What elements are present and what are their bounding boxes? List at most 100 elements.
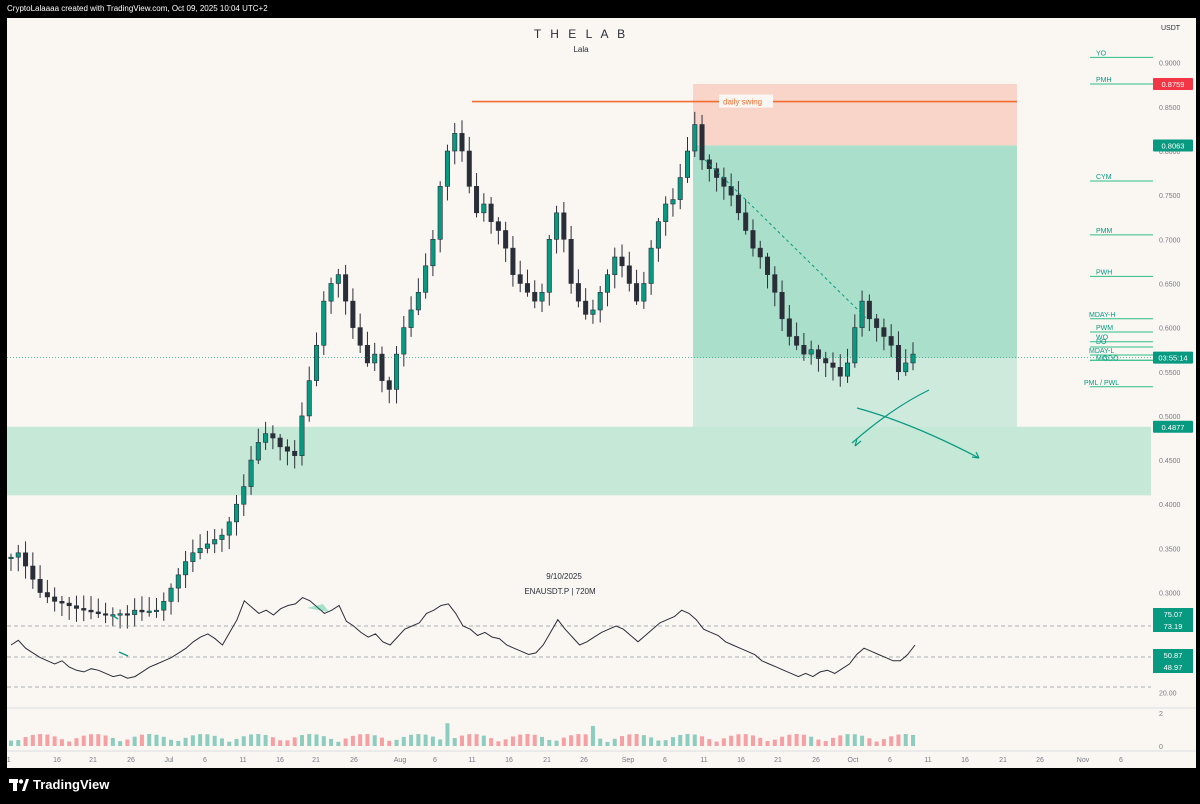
candle-body xyxy=(597,291,603,311)
volume-bar xyxy=(780,736,785,746)
x-tick-label: 11 xyxy=(239,757,246,764)
stop-zone xyxy=(693,84,1017,146)
candle-body xyxy=(117,613,123,616)
y-tick-label: 0.8000 xyxy=(1159,149,1181,156)
volume-bar xyxy=(561,737,566,746)
candle-body xyxy=(466,150,472,187)
candle-body xyxy=(314,344,320,381)
candle-body xyxy=(866,300,872,320)
x-tick-label: 6 xyxy=(433,757,437,764)
volume-bar xyxy=(307,734,312,746)
volume-bar xyxy=(16,740,21,746)
candle-body xyxy=(306,380,312,417)
chart-watermark-date: 9/10/2025 xyxy=(546,572,582,581)
volume-bar xyxy=(59,739,64,746)
volume-bar xyxy=(190,735,195,746)
volume-bar xyxy=(867,738,872,746)
volume-bar xyxy=(270,737,275,746)
candle-body xyxy=(808,349,814,355)
tradingview-logo-icon xyxy=(9,779,29,791)
level-label: MO xyxy=(1096,355,1108,362)
candle-body xyxy=(372,353,378,364)
rsi-value-label: 50.87 xyxy=(1164,651,1183,660)
volume-bar xyxy=(67,741,72,746)
volume-bar xyxy=(350,735,355,746)
candle-body xyxy=(575,283,581,302)
volume-bar xyxy=(96,734,101,746)
candle-body xyxy=(721,177,727,187)
rsi-value-bg xyxy=(1153,661,1193,673)
y-tick-label: 0.7500 xyxy=(1159,193,1181,200)
volume-bar xyxy=(394,739,399,746)
candle-body xyxy=(168,587,174,602)
volume-bar xyxy=(772,739,777,746)
volume-bar xyxy=(852,734,857,746)
volume-bar xyxy=(569,735,574,746)
level-label: PMH xyxy=(1096,77,1112,84)
candle-body xyxy=(590,309,596,315)
volume-bar xyxy=(845,734,850,746)
candle-body xyxy=(452,133,458,152)
price-label: 0.8063 xyxy=(1162,141,1185,150)
candle-body xyxy=(219,534,225,540)
candle-body xyxy=(263,433,269,443)
volume-bar xyxy=(81,735,86,746)
x-tick-label: 6 xyxy=(203,757,207,764)
candle-body xyxy=(183,561,189,576)
candle-body xyxy=(343,274,349,302)
volume-bar xyxy=(474,734,479,746)
volume-bar xyxy=(154,734,159,746)
x-tick-label: 11 xyxy=(924,757,931,764)
candle-body xyxy=(801,344,807,355)
volume-bar xyxy=(809,736,814,746)
volume-bar xyxy=(510,736,515,746)
candle-body xyxy=(66,602,72,607)
y-tick-label: 0.6500 xyxy=(1159,281,1181,288)
candle-body xyxy=(859,300,865,328)
volume-bar xyxy=(132,736,137,746)
volume-bar xyxy=(729,735,734,746)
candle-body xyxy=(684,150,690,178)
candle-body xyxy=(619,256,625,267)
volume-bar xyxy=(750,735,755,746)
currency-label: USDT xyxy=(1161,25,1181,32)
x-tick-label: Jul xyxy=(165,757,174,764)
candle-body xyxy=(692,124,698,152)
candle-body xyxy=(15,552,21,558)
y-tick-label: 0.6000 xyxy=(1159,326,1181,333)
rsi-value-label: 73.19 xyxy=(1164,622,1183,631)
level-label: DO xyxy=(1096,339,1107,346)
volume-bar xyxy=(263,734,268,746)
volume-bar xyxy=(249,734,254,746)
x-tick-label: 21 xyxy=(774,757,782,764)
volume-bar xyxy=(147,734,152,746)
x-tick-label: 26 xyxy=(1036,757,1044,764)
volume-bar xyxy=(241,736,246,746)
volume-bar xyxy=(183,737,188,746)
candle-body xyxy=(175,574,181,589)
volume-bar xyxy=(590,725,595,746)
volume-bar xyxy=(714,741,719,746)
x-tick-label: 6 xyxy=(888,757,892,764)
candle-body xyxy=(772,274,778,293)
volume-bar xyxy=(74,738,79,746)
candle-body xyxy=(81,608,87,611)
x-tick-label: 21 xyxy=(89,757,97,764)
target-extension-zone xyxy=(693,357,1017,427)
candle-body xyxy=(583,300,589,315)
volume-bar xyxy=(161,736,166,746)
volume-bar xyxy=(576,734,581,746)
level-label: PML / PWL xyxy=(1084,380,1119,387)
price-label-bg xyxy=(1153,139,1193,152)
candle-body xyxy=(517,274,523,284)
volume-bar xyxy=(598,738,603,746)
candle-body xyxy=(423,265,429,293)
candle-body xyxy=(459,133,465,152)
volume-bar xyxy=(496,741,501,746)
candle-body xyxy=(328,283,334,302)
price-label-bg xyxy=(1153,351,1193,364)
x-tick-label: 26 xyxy=(580,757,588,764)
candle-body xyxy=(73,605,79,609)
volume-bar xyxy=(547,739,552,746)
